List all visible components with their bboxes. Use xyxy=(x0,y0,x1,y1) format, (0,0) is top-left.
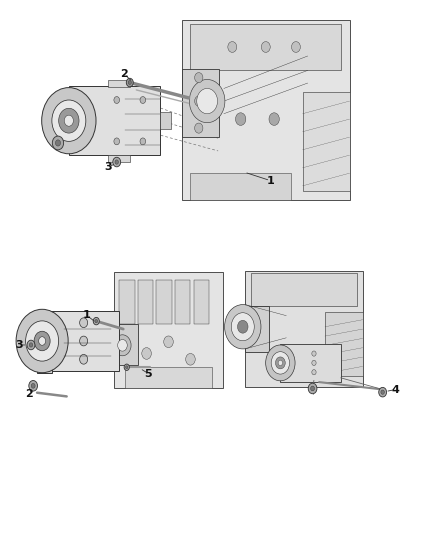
Bar xyxy=(138,280,153,324)
Circle shape xyxy=(189,79,225,123)
Circle shape xyxy=(140,138,146,145)
Circle shape xyxy=(31,383,35,388)
Circle shape xyxy=(25,321,59,361)
Bar xyxy=(280,344,342,382)
Circle shape xyxy=(140,96,146,103)
Circle shape xyxy=(126,366,128,369)
Bar xyxy=(119,280,134,324)
Bar xyxy=(37,312,52,373)
Bar xyxy=(114,272,223,389)
Circle shape xyxy=(276,357,285,369)
Circle shape xyxy=(114,96,120,103)
Text: 3: 3 xyxy=(105,163,112,172)
Text: 4: 4 xyxy=(391,384,399,394)
Text: 1: 1 xyxy=(266,175,274,185)
Circle shape xyxy=(308,383,317,394)
Circle shape xyxy=(64,115,74,126)
Circle shape xyxy=(113,157,120,167)
Circle shape xyxy=(194,123,203,133)
Circle shape xyxy=(271,352,290,374)
Circle shape xyxy=(381,390,385,394)
Bar xyxy=(303,92,350,191)
Circle shape xyxy=(124,364,129,370)
Circle shape xyxy=(118,340,127,351)
Circle shape xyxy=(164,336,173,348)
Bar xyxy=(245,271,363,387)
Circle shape xyxy=(231,313,254,341)
Bar xyxy=(191,23,341,70)
Circle shape xyxy=(52,100,86,141)
Bar xyxy=(191,173,291,200)
Circle shape xyxy=(292,42,300,52)
Circle shape xyxy=(225,304,261,349)
Bar xyxy=(182,20,350,200)
Circle shape xyxy=(56,140,60,146)
Circle shape xyxy=(312,351,316,356)
Text: 5: 5 xyxy=(145,369,152,378)
Circle shape xyxy=(34,331,50,351)
Bar xyxy=(160,112,171,129)
Circle shape xyxy=(95,319,98,323)
Text: 1: 1 xyxy=(83,310,91,320)
Circle shape xyxy=(312,360,316,366)
Bar xyxy=(114,324,138,365)
Circle shape xyxy=(142,348,152,359)
Circle shape xyxy=(52,136,64,150)
Bar xyxy=(194,280,209,324)
Circle shape xyxy=(29,381,38,391)
Bar xyxy=(156,280,172,324)
Bar xyxy=(251,273,357,306)
Circle shape xyxy=(228,42,237,52)
Circle shape xyxy=(16,309,68,373)
Bar xyxy=(175,280,191,324)
Circle shape xyxy=(237,320,248,333)
Circle shape xyxy=(269,113,279,125)
Bar xyxy=(69,86,160,155)
Circle shape xyxy=(114,138,120,145)
Circle shape xyxy=(39,337,46,345)
Circle shape xyxy=(311,386,314,391)
Circle shape xyxy=(59,108,79,133)
Circle shape xyxy=(126,78,133,87)
Circle shape xyxy=(80,354,88,364)
Circle shape xyxy=(266,345,295,381)
Bar xyxy=(182,69,219,137)
Circle shape xyxy=(312,369,316,375)
Circle shape xyxy=(128,80,131,84)
Circle shape xyxy=(80,318,88,328)
Circle shape xyxy=(194,96,203,106)
Circle shape xyxy=(278,360,283,366)
Circle shape xyxy=(194,72,203,83)
Circle shape xyxy=(27,340,35,350)
Bar xyxy=(41,311,119,372)
Circle shape xyxy=(80,336,88,346)
Circle shape xyxy=(197,88,218,114)
Text: 2: 2 xyxy=(120,69,128,79)
Bar xyxy=(108,80,130,87)
Circle shape xyxy=(186,353,195,365)
Circle shape xyxy=(29,343,33,347)
Circle shape xyxy=(42,87,96,154)
Bar xyxy=(108,155,130,161)
Circle shape xyxy=(236,113,246,125)
Circle shape xyxy=(379,387,387,397)
Circle shape xyxy=(261,42,270,52)
Bar xyxy=(325,312,363,376)
Circle shape xyxy=(93,317,99,325)
Circle shape xyxy=(114,335,131,356)
Circle shape xyxy=(115,160,119,164)
Text: 3: 3 xyxy=(15,340,23,350)
Bar xyxy=(245,306,268,352)
Bar xyxy=(125,367,212,389)
Text: 2: 2 xyxy=(25,389,33,399)
